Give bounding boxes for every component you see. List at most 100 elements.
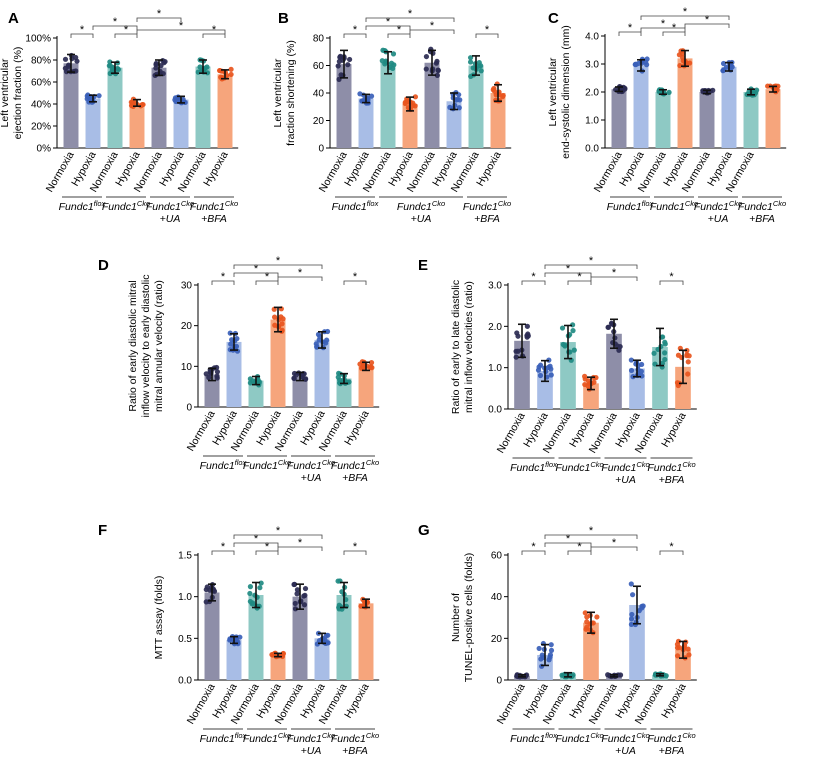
bar — [490, 93, 506, 148]
bar — [699, 92, 715, 148]
y-tick-label: 1.0 — [178, 592, 192, 603]
data-point — [535, 367, 542, 373]
group-treatment: +BFA — [659, 474, 685, 486]
data-point — [675, 382, 681, 389]
data-point — [317, 333, 323, 340]
significance-bracket — [684, 23, 730, 28]
significance-bracket — [343, 280, 367, 285]
significance-star: * — [531, 271, 536, 283]
data-point — [582, 381, 588, 388]
y-tick-label: 3.0 — [585, 60, 599, 71]
data-point — [412, 103, 418, 109]
significance-star: * — [705, 14, 710, 26]
data-point — [628, 367, 635, 374]
group-superscript: Cko — [137, 199, 150, 208]
bar — [336, 64, 352, 148]
data-point — [605, 672, 611, 678]
significance-bracket — [136, 17, 182, 22]
y-axis-label: Number of — [450, 593, 462, 642]
group-name: Fundc1 — [146, 201, 181, 213]
group-label: Fundc1flox — [510, 460, 557, 474]
group-label: Fundc1flox — [332, 199, 379, 213]
group-label: Fundc1Cko — [331, 731, 379, 745]
data-point — [228, 71, 234, 78]
group-label: Fundc1Cko — [647, 460, 695, 474]
significance-bracket — [521, 280, 546, 285]
data-point — [594, 614, 600, 620]
data-point — [96, 93, 102, 99]
significance-star: * — [386, 16, 391, 28]
data-point — [292, 600, 298, 607]
panel-g-chart: G Number of TUNEL-positive cells (folds) 0 2… — [418, 522, 697, 757]
significance-star: * — [397, 24, 402, 36]
data-point — [643, 59, 649, 65]
group-name: Fundc1 — [190, 201, 225, 213]
group-name: Fundc1 — [331, 733, 366, 745]
significance-bracket — [211, 550, 235, 555]
bar — [583, 622, 599, 680]
group-superscript: flox — [642, 199, 654, 208]
data-point — [412, 94, 419, 100]
data-point — [84, 93, 90, 99]
data-point — [339, 589, 345, 595]
data-point — [584, 619, 590, 625]
group-superscript: Cko — [590, 460, 603, 469]
data-point — [723, 64, 730, 70]
data-point — [548, 647, 555, 654]
group-name: Fundc1 — [555, 462, 590, 474]
data-point — [455, 96, 461, 102]
group-name: Fundc1 — [650, 201, 685, 213]
data-point — [591, 379, 597, 385]
y-tick-label: 2.0 — [585, 88, 599, 99]
data-point — [584, 624, 590, 630]
data-point — [539, 663, 545, 669]
group-treatment: +UA — [615, 745, 636, 757]
data-point — [291, 581, 297, 588]
significance-bracket — [659, 280, 684, 285]
data-point — [685, 359, 691, 365]
significance-star: * — [589, 525, 594, 537]
data-point — [639, 361, 645, 368]
data-point — [435, 67, 441, 74]
group-name: Fundc1 — [510, 462, 545, 474]
significance-star: * — [353, 271, 358, 283]
significance-bracket — [70, 33, 94, 38]
group-label: Fundc1Cko — [102, 199, 150, 213]
data-point — [614, 343, 621, 349]
group-name: Fundc1 — [287, 460, 322, 472]
y-axis-label: MTT assay (folds) — [153, 576, 165, 660]
data-point — [368, 363, 374, 370]
significance-star: * — [577, 271, 582, 283]
significance-bracket — [92, 25, 138, 30]
group-treatment: +BFA — [201, 213, 227, 225]
bar — [468, 65, 484, 148]
group-label: Fundc1flox — [607, 199, 654, 213]
data-point — [548, 642, 554, 648]
data-point — [368, 93, 375, 99]
significance-bracket — [567, 280, 592, 285]
data-point — [456, 105, 462, 111]
bar — [226, 341, 242, 407]
group-superscript: Cko — [682, 460, 695, 469]
significance-star: * — [113, 16, 118, 28]
significance-star: * — [577, 541, 582, 553]
x-tick-label: Normoxia — [44, 149, 77, 194]
significance-star: * — [265, 271, 270, 283]
data-point — [662, 350, 668, 356]
data-point — [605, 324, 612, 330]
data-point — [515, 348, 521, 354]
data-point — [720, 60, 727, 67]
data-point — [161, 60, 167, 66]
significance-star: * — [221, 541, 226, 553]
group-treatment: +BFA — [342, 472, 368, 484]
significance-bracket — [521, 550, 546, 555]
group-name: Fundc1 — [601, 733, 636, 745]
significance-star: * — [353, 541, 358, 553]
y-tick-label: 40 — [313, 89, 325, 100]
data-point — [335, 63, 341, 69]
group-name: Fundc1 — [601, 462, 636, 474]
significance-bracket — [590, 276, 638, 281]
group-label: Fundc1flox — [59, 199, 106, 213]
bar — [107, 67, 123, 148]
data-point — [629, 611, 635, 618]
